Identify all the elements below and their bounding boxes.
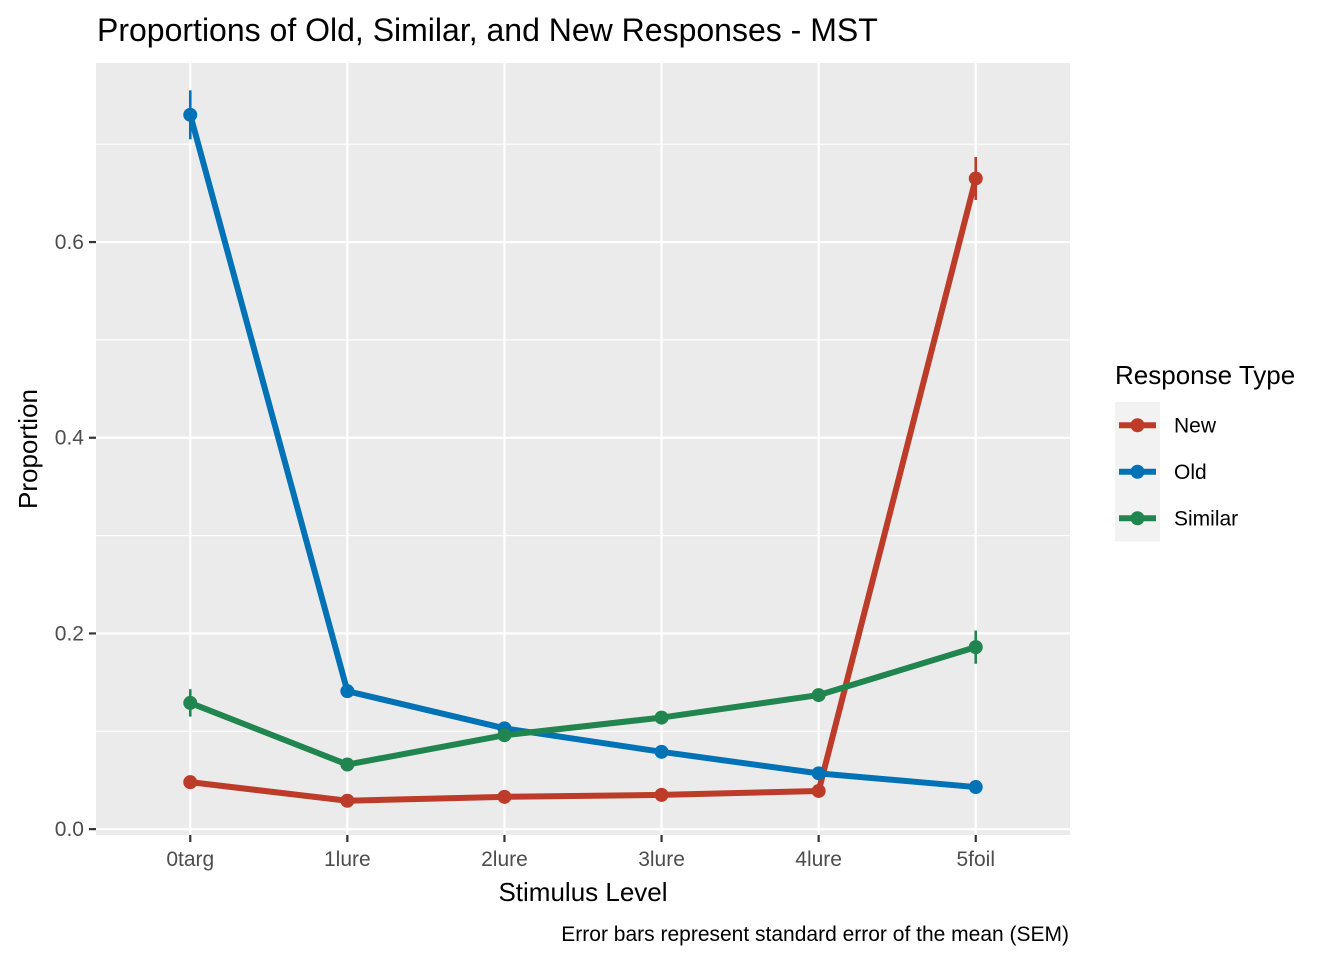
plot-panel [96,63,1070,835]
series-line [187,114,977,791]
data-point [654,710,669,725]
x-axis: 0targ 1lure 2lure 3lure 4lure 5foil [166,835,995,871]
x-tick-label: 4lure [795,848,842,871]
chart-title: Proportions of Old, Similar, and New Res… [97,12,878,48]
x-tick-label: 2lure [481,848,528,871]
series-old [183,90,983,795]
legend-label: Similar [1174,507,1238,530]
x-tick-label: 1lure [324,848,371,871]
legend-title: Response Type [1115,360,1295,390]
data-point [811,766,826,781]
data-point [340,757,355,772]
minor-gridlines [96,143,1070,732]
series-line [189,644,977,768]
data-point [968,640,983,655]
caption-text: Error bars represent standard error of t… [561,923,1069,946]
data-point [497,789,512,804]
data-point [968,171,983,186]
y-tick-label: 0.2 [55,622,84,645]
major-gridlines [96,63,1070,835]
y-axis: 0.0 0.2 0.4 0.6 [55,231,96,841]
legend-key-point [1130,464,1145,479]
y-axis-title: Proportion [13,389,43,509]
legend: Response Type New Old Similar [1115,360,1295,542]
x-tick-label: 0targ [166,848,214,871]
y-tick-label: 0.0 [55,818,84,841]
data-point [340,684,355,699]
y-tick-label: 0.4 [55,427,85,450]
data-point [811,688,826,703]
data-point [968,780,983,795]
legend-key-point [1130,511,1145,526]
data-point [183,107,198,122]
data-point [340,793,355,808]
x-tick-label: 3lure [638,848,685,871]
series-layer [183,90,983,808]
data-point [497,728,512,743]
data-point [811,783,826,798]
data-point [183,775,198,790]
legend-label: New [1174,414,1217,437]
data-point [654,787,669,802]
x-axis-title: Stimulus Level [498,877,667,907]
legend-label: Old [1174,461,1207,484]
data-point [654,744,669,759]
series-similar [183,630,983,772]
y-tick-label: 0.6 [55,231,84,254]
legend-key-point [1130,418,1145,433]
data-point [183,695,198,710]
x-tick-label: 5foil [956,848,995,871]
